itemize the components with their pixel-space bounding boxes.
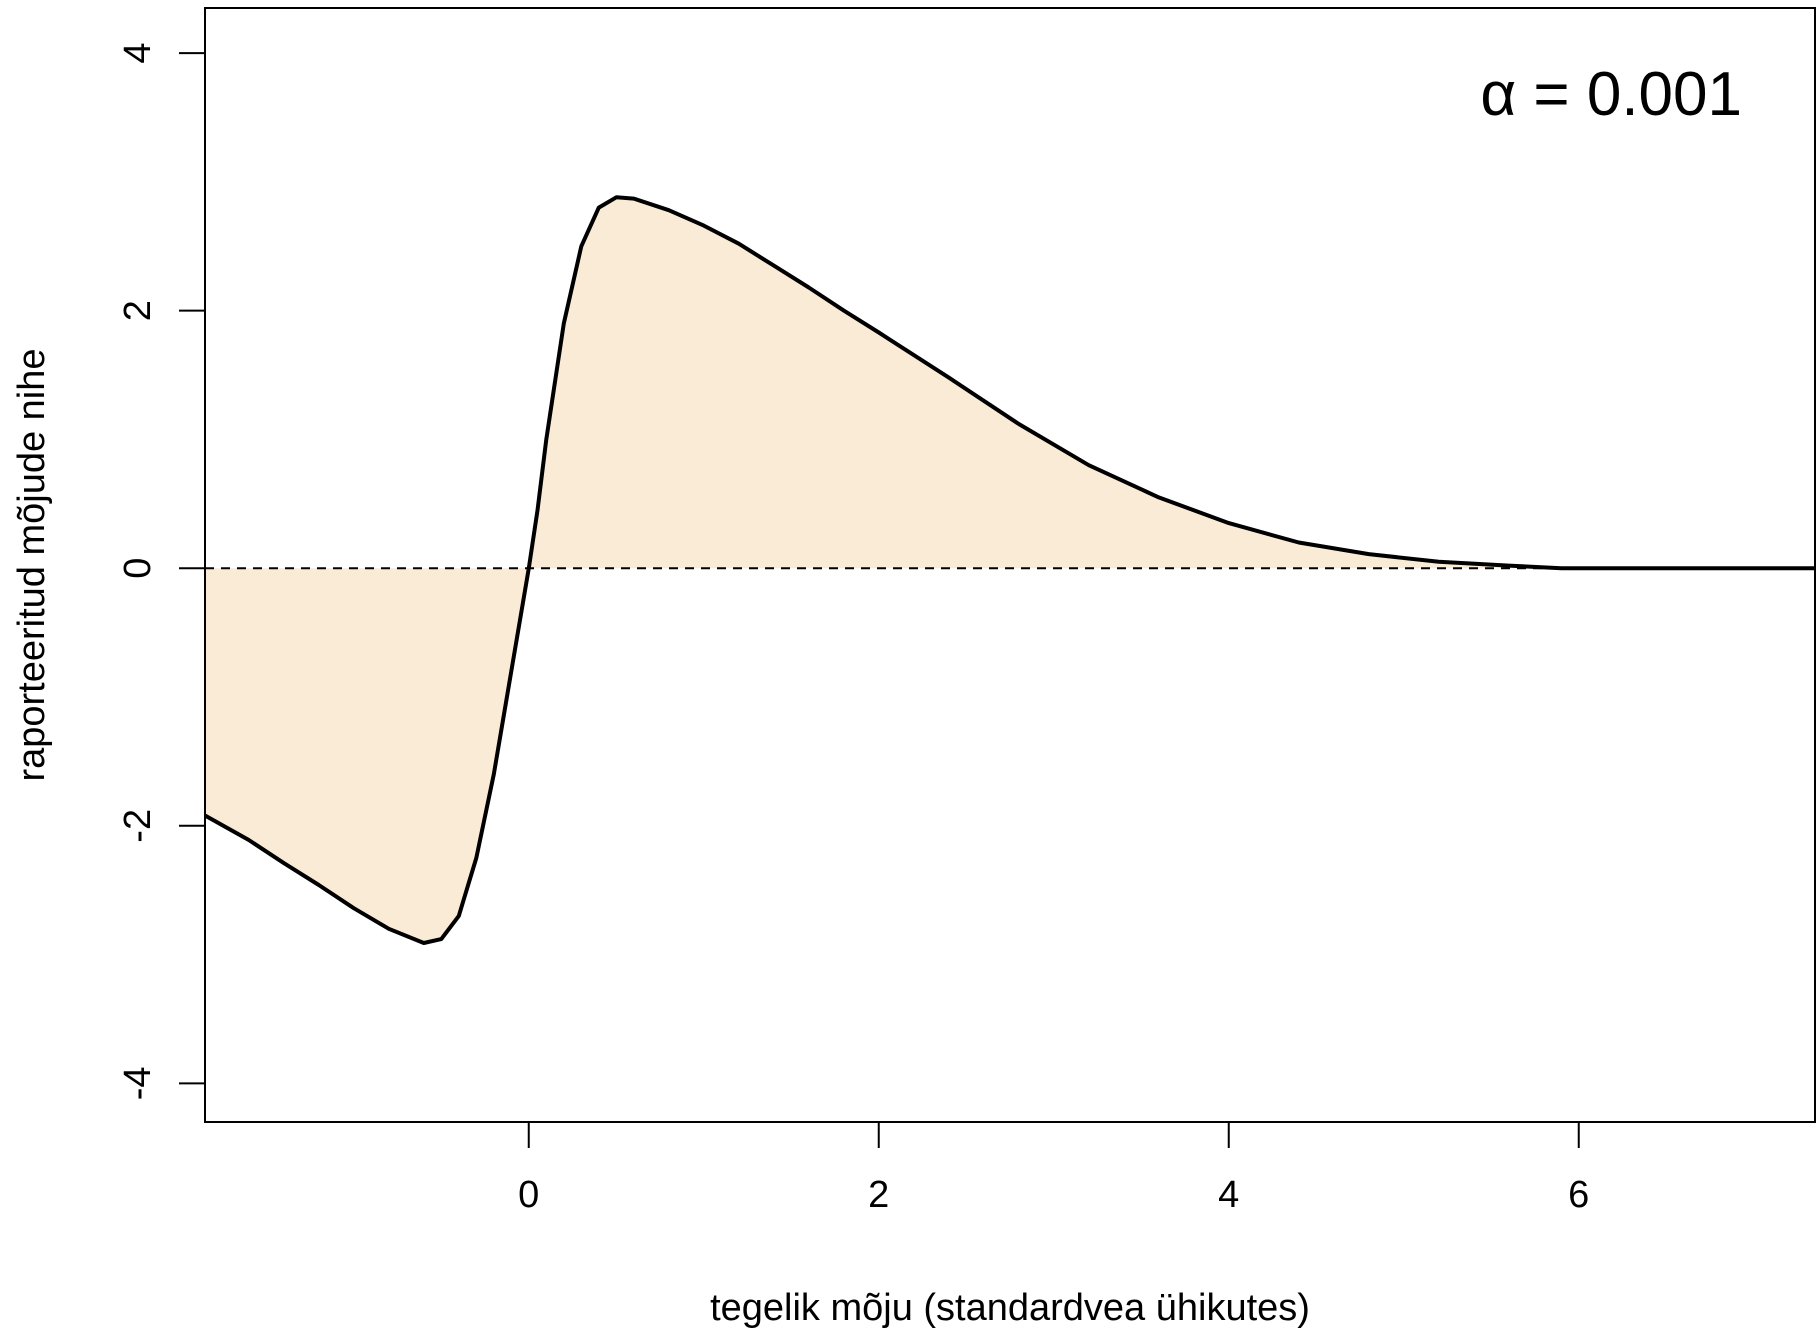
x-axis-label: tegelik mõju (standardvea ühikutes) [710,1287,1310,1329]
x-tick-label: 0 [518,1174,539,1216]
bias-curve [204,195,1815,945]
y-tick-label: 4 [117,43,159,64]
x-tick-label: 2 [868,1174,889,1216]
x-tick-label: 6 [1568,1174,1589,1216]
plot-area [204,7,1816,1123]
y-axis: -4 -2 0 2 4 [117,43,205,1100]
y-tick-label: -2 [117,809,159,843]
alpha-annotation: α = 0.001 [1480,60,1742,129]
x-axis: 0 2 4 6 [518,1122,1589,1216]
shaded-area [205,197,1815,944]
y-axis-label: raporteeritud mõjude nihe [11,348,53,781]
y-tick-label: -4 [117,1066,159,1100]
y-tick-label: 0 [117,558,159,579]
x-tick-label: 4 [1218,1174,1239,1216]
plot-frame [204,7,1816,1123]
y-tick-label: 2 [117,300,159,321]
